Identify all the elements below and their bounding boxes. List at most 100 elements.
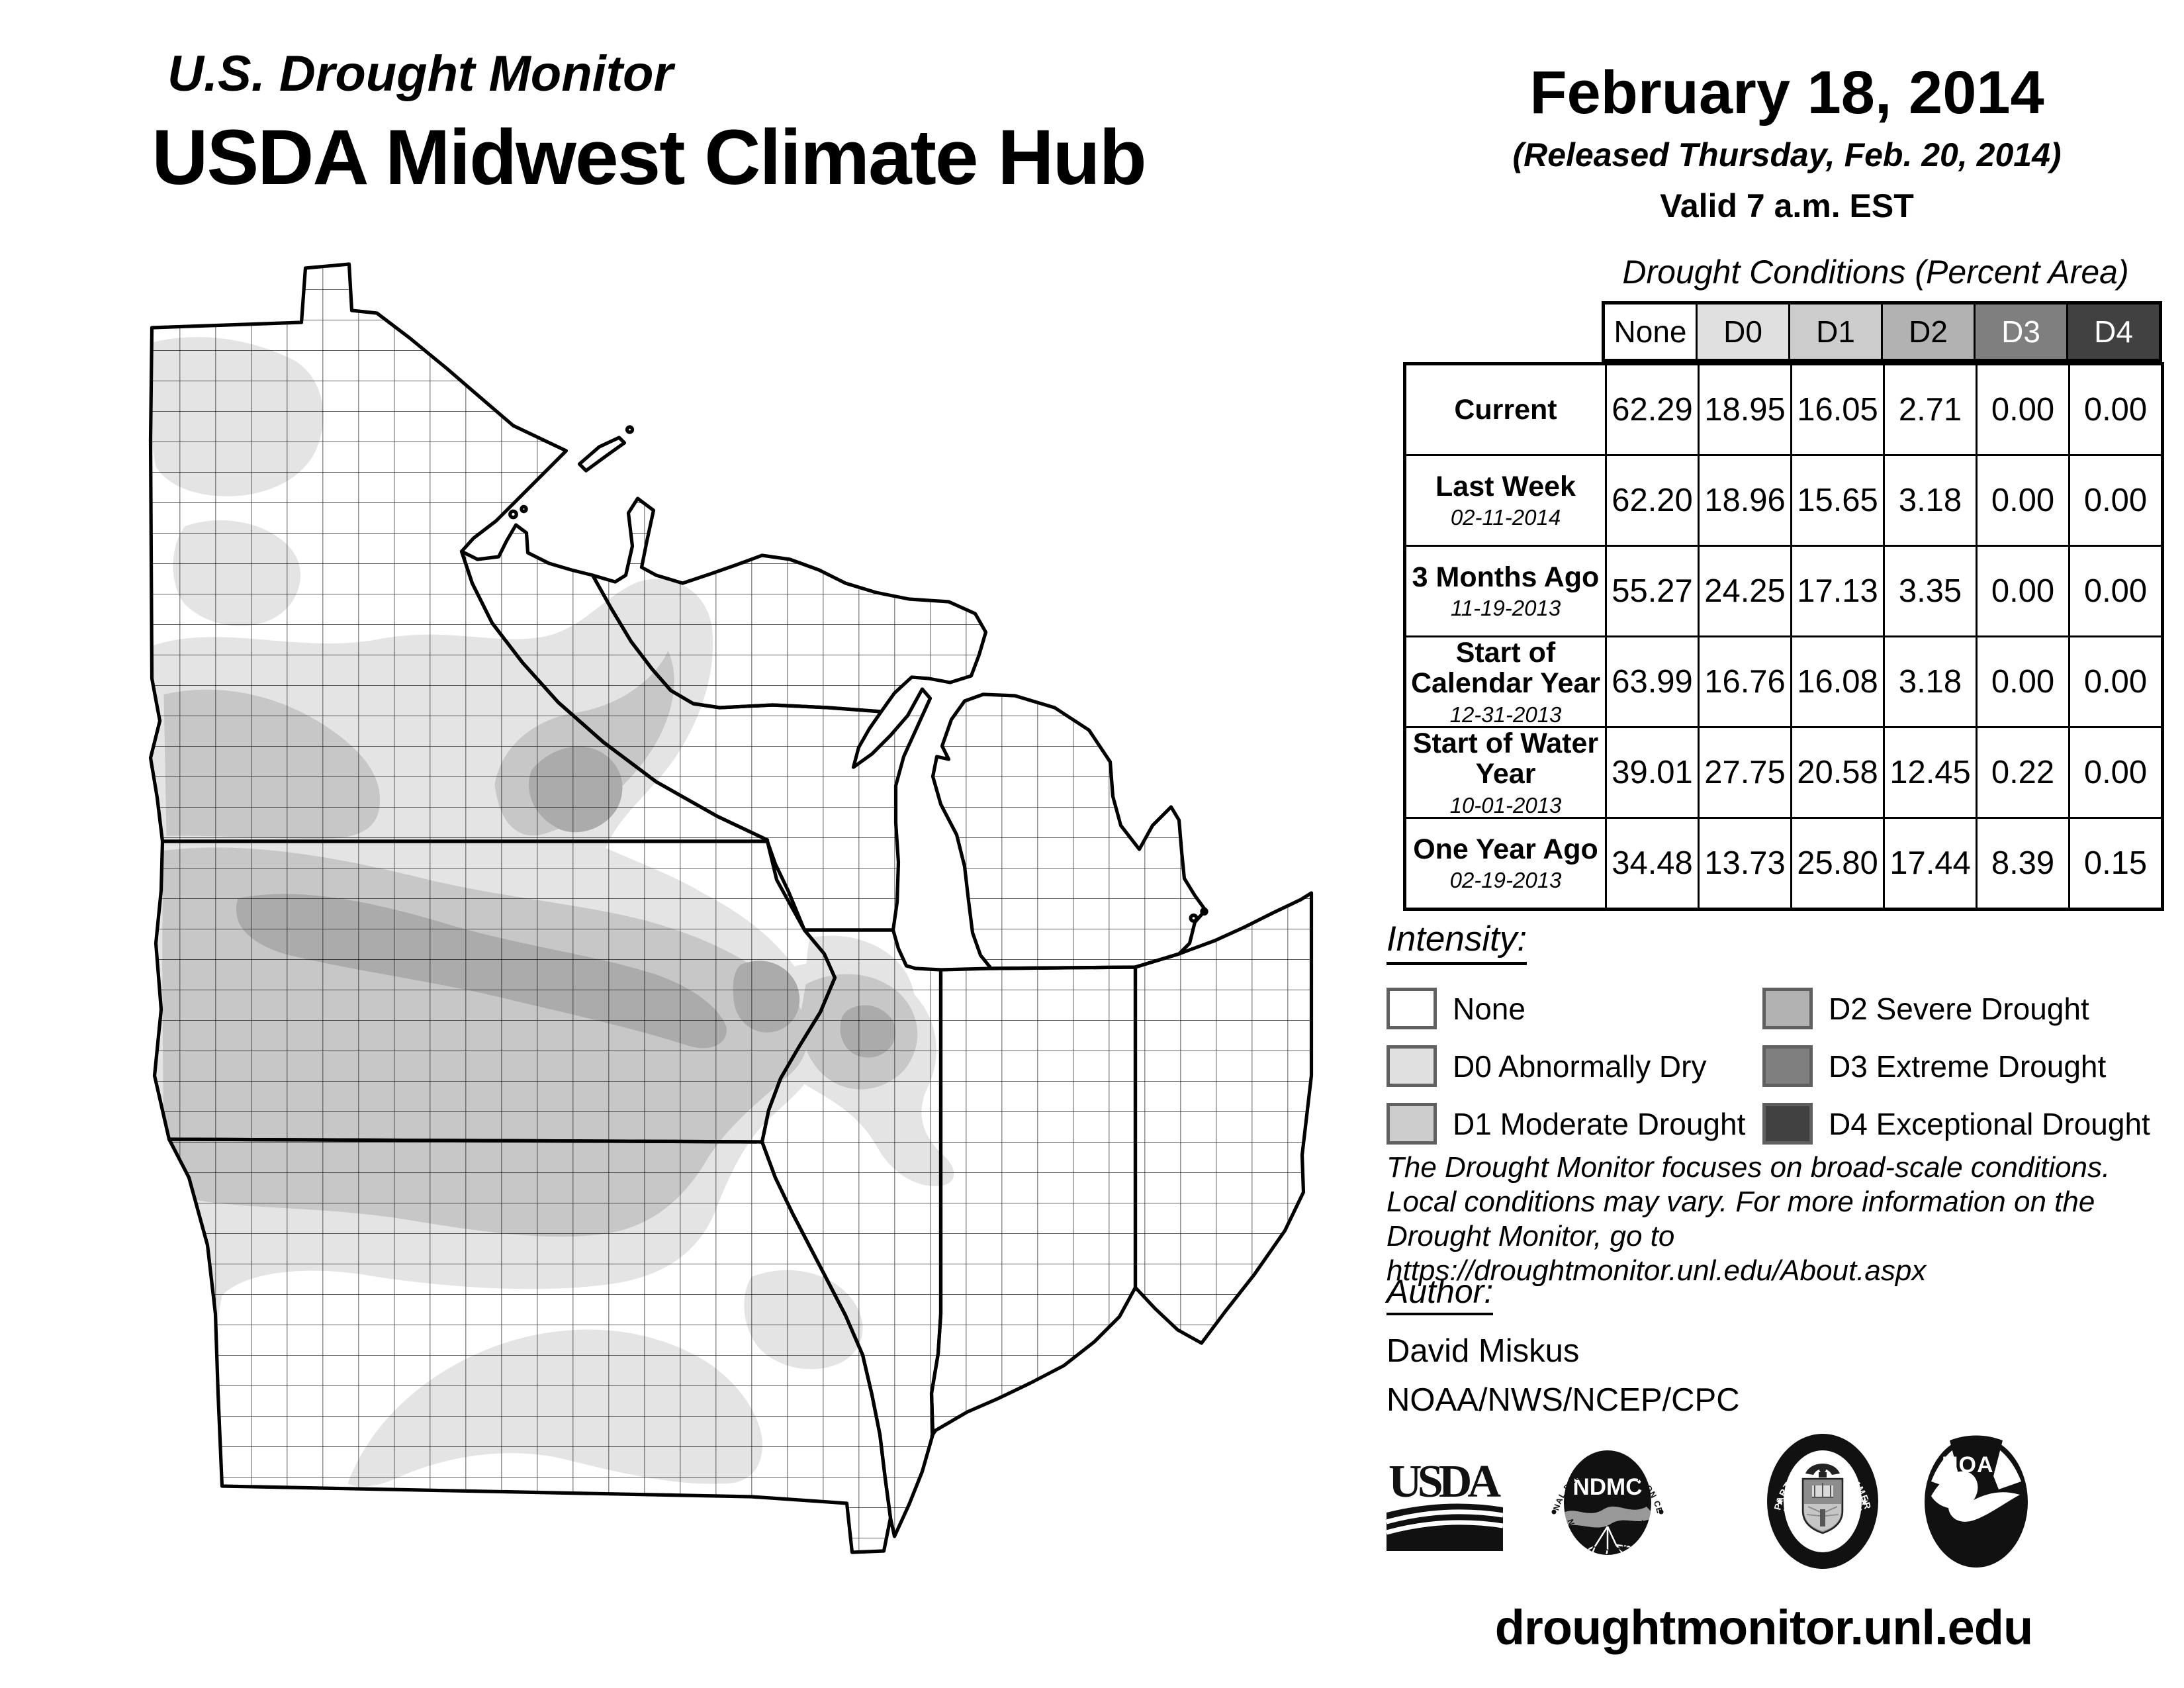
table-value: 34.48 (1607, 819, 1698, 908)
table-value: 24.25 (1700, 547, 1790, 635)
lake-erie-islands-2 (1200, 907, 1208, 916)
col-header-d3: D3 (1976, 305, 2066, 359)
table-value: 62.29 (1607, 365, 1698, 454)
table-value: 20.58 (1792, 728, 1883, 817)
legend-item-none: None (1387, 988, 1762, 1029)
row-date: 02-19-2013 (1449, 868, 1562, 893)
isle-royale (577, 436, 627, 473)
table-value: 3.18 (1885, 637, 1976, 726)
table-value: 0.00 (2070, 728, 2161, 817)
noaa-logo: NOAA (1925, 1435, 2028, 1568)
table-value: 0.00 (1978, 547, 2068, 635)
row-label: Start of Water Year 10-01-2013 (1406, 728, 1605, 817)
shield-icon (1801, 1477, 1844, 1534)
legend-heading: Intensity: (1387, 919, 1527, 965)
table-value: 0.00 (1978, 637, 2068, 726)
col-header-d2: D2 (1883, 305, 1974, 359)
legend-item-d1: D1 Moderate Drought (1387, 1103, 1762, 1145)
table-value: 55.27 (1607, 547, 1698, 635)
table-value: 25.80 (1792, 819, 1883, 908)
table-value: 8.39 (1978, 819, 2068, 908)
col-header-d1: D1 (1790, 305, 1881, 359)
table-value: 16.76 (1700, 637, 1790, 726)
intensity-legend: Intensity: None D2 Severe Drought D0 Abn… (1387, 919, 2161, 1145)
island-dot (625, 425, 635, 434)
author-org: NOAA/NWS/NCEP/CPC (1387, 1382, 1740, 1418)
legend-item-d2: D2 Severe Drought (1762, 988, 2160, 1029)
state-wisconsin (459, 523, 933, 932)
table-value: 0.22 (1978, 728, 2068, 817)
ndmc-logo: NDMC NATIONAL DROUGHT MITIGATION CENTER … (1547, 1434, 1664, 1557)
row-label: 3 Months Ago 11-19-2013 (1406, 547, 1605, 635)
col-header-none: None (1605, 305, 1696, 359)
seal-star-left: ★ (1775, 1497, 1784, 1508)
map-date: February 18, 2014 (1529, 59, 2044, 126)
row-label: Current (1406, 365, 1605, 454)
apostle-islands-2 (520, 504, 528, 514)
swatch-d4 (1762, 1103, 1813, 1145)
legend-item-d0: D0 Abnormally Dry (1387, 1045, 1762, 1087)
svg-text:USDA: USDA (1388, 1460, 1501, 1507)
table-value: 0.00 (2070, 547, 2161, 635)
table-value: 0.15 (2070, 819, 2161, 908)
release-date: (Released Thursday, Feb. 20, 2014) (1512, 136, 2062, 173)
table-value: 15.65 (1792, 456, 1883, 545)
author-heading: Author: (1387, 1272, 1494, 1315)
legend-grid: None D2 Severe Drought D0 Abnormally Dry… (1387, 988, 2161, 1145)
col-header-d0: D0 (1698, 305, 1788, 359)
table-value: 63.99 (1607, 637, 1698, 726)
county-grid (150, 264, 1312, 1552)
row-date: 11-19-2013 (1450, 596, 1561, 621)
table-value: 0.00 (2070, 365, 2161, 454)
valid-time: Valid 7 a.m. EST (1660, 187, 1914, 224)
row-date: 02-11-2014 (1450, 505, 1561, 530)
drought-table: Current 62.29 18.95 16.05 2.71 0.00 0.00… (1403, 362, 2164, 911)
table-value: 18.95 (1700, 365, 1790, 454)
table-value: 62.20 (1607, 456, 1698, 545)
eagle-icon (1805, 1464, 1840, 1475)
legend-item-d4: D4 Exceptional Drought (1762, 1103, 2160, 1145)
author-name: David Miskus (1387, 1333, 1580, 1369)
table-value: 17.44 (1885, 819, 1976, 908)
state-ohio (1133, 891, 1314, 1345)
swatch-d2 (1762, 988, 1813, 1029)
legend-item-d3: D3 Extreme Drought (1762, 1045, 2160, 1087)
svg-text:NOAA: NOAA (1942, 1452, 2011, 1477)
table-value: 0.00 (2070, 637, 2161, 726)
table-value: 27.75 (1700, 728, 1790, 817)
swatch-d0 (1387, 1045, 1437, 1087)
disclaimer: The Drought Monitor focuses on broad-sca… (1387, 1150, 2174, 1288)
col-header-d4: D4 (2068, 305, 2159, 359)
drought-shading-layer (150, 264, 1312, 1552)
swatch-d3 (1762, 1045, 1813, 1087)
table-value: 18.96 (1700, 456, 1790, 545)
table-header-row: None D0 D1 D2 D3 D4 (1602, 301, 2162, 362)
program-title: U.S. Drought Monitor (167, 46, 674, 102)
table-value: 13.73 (1700, 819, 1790, 908)
page-title: USDA Midwest Climate Hub (152, 114, 1146, 201)
table-value: 12.45 (1885, 728, 1976, 817)
row-label: Start of Calendar Year 12-31-2013 (1406, 637, 1605, 726)
apostle-islands (508, 509, 518, 520)
row-date: 10-01-2013 (1449, 792, 1562, 818)
row-label: Last Week 02-11-2014 (1406, 456, 1605, 545)
table-caption: Drought Conditions (Percent Area) (1622, 254, 2129, 291)
table-value: 3.18 (1885, 456, 1976, 545)
footer-url: droughtmonitor.unl.edu (1494, 1600, 2033, 1655)
gull-icon (1931, 1471, 2020, 1522)
table-value: 39.01 (1607, 728, 1698, 817)
row-label: One Year Ago 02-19-2013 (1406, 819, 1605, 908)
disclaimer-line1: The Drought Monitor focuses on broad-sca… (1387, 1151, 2111, 1184)
table-value: 0.00 (1978, 456, 2068, 545)
lake-erie-islands (1189, 913, 1199, 923)
table-value: 2.71 (1885, 365, 1976, 454)
table-value: 3.35 (1885, 547, 1976, 635)
drought-map (148, 262, 1314, 1554)
state-borders (148, 262, 1314, 1554)
usda-logo: USDA (1387, 1460, 1503, 1551)
state-michigan-upper (590, 496, 988, 714)
seal-star-right: ★ (1860, 1497, 1869, 1508)
svg-text:NDMC: NDMC (1573, 1474, 1643, 1500)
row-date: 12-31-2013 (1449, 702, 1562, 727)
